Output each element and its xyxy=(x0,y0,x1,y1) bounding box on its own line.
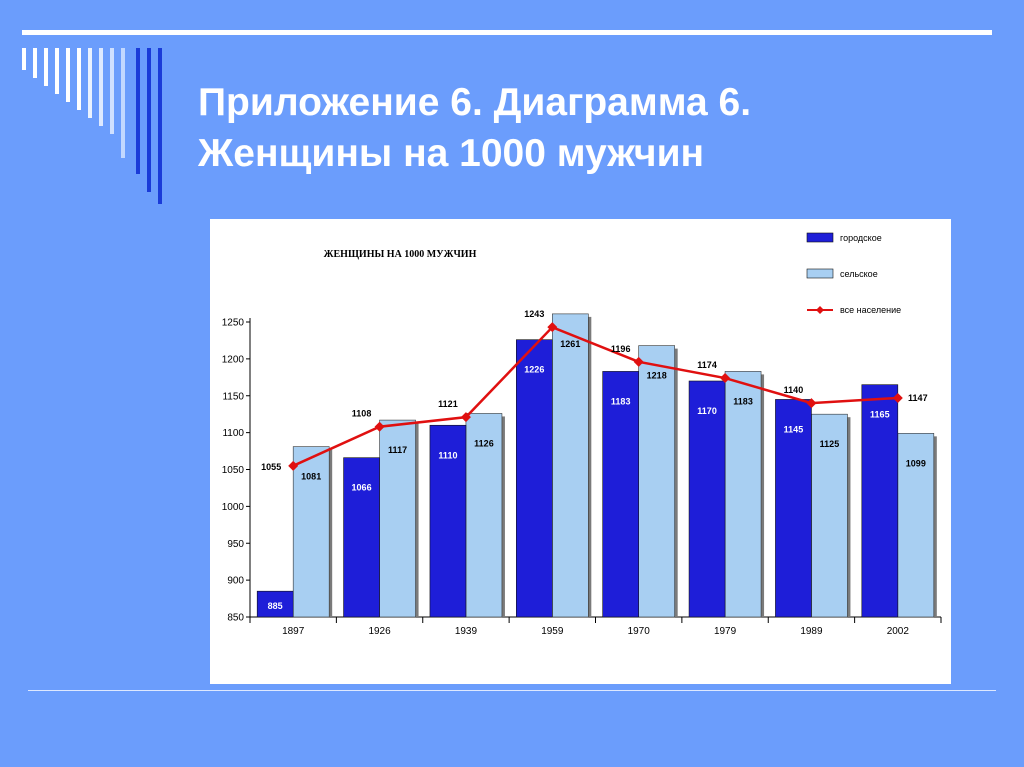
data-label-urban: 1066 xyxy=(352,483,372,493)
marker-total-1989 xyxy=(806,398,817,409)
data-label-rural: 1218 xyxy=(647,371,667,381)
y-tick-label: 1150 xyxy=(222,391,244,402)
bar-rural-2002 xyxy=(897,433,935,618)
data-label-urban: 1170 xyxy=(697,406,717,416)
bar-rural-1959 xyxy=(552,313,589,618)
x-tick-label: 2002 xyxy=(887,626,910,637)
legend-label-rural: сельское xyxy=(840,269,878,279)
marker-total-1926 xyxy=(374,421,385,432)
x-tick-label: 1959 xyxy=(541,626,564,637)
x-tick-label: 1939 xyxy=(455,626,478,637)
slide-title-line2: Женщины на 1000 мужчин xyxy=(198,132,705,175)
data-label-total: 1121 xyxy=(438,399,458,409)
chart-title: ЖЕНЩИНЫ НА 1000 МУЖЧИН xyxy=(324,249,477,260)
data-label-urban: 1145 xyxy=(784,424,804,434)
data-label-total: 1108 xyxy=(352,409,372,419)
marker-total-1939 xyxy=(460,412,471,423)
x-tick-label: 1970 xyxy=(628,626,651,637)
data-label-rural: 1099 xyxy=(906,458,926,468)
data-label-total: 1140 xyxy=(784,385,804,395)
x-tick-label: 1897 xyxy=(282,626,305,637)
chart-panel: ЖЕНЩИНЫ НА 1000 МУЖЧИН 850 900 950 1000 1050 1… xyxy=(210,219,951,684)
data-label-total: 1174 xyxy=(697,360,717,370)
bar-rural-1939 xyxy=(465,413,503,618)
bar-chart: ЖЕНЩИНЫ НА 1000 МУЖЧИН 850 900 950 1000 1050 1… xyxy=(222,232,942,637)
bar-urban-1959 xyxy=(516,339,553,618)
bar-urban-1926 xyxy=(343,457,380,618)
data-label-total: 1243 xyxy=(524,309,544,319)
bar-urban-1979 xyxy=(688,380,726,618)
y-tick-label: 1000 xyxy=(222,502,245,513)
bar-rural-1970 xyxy=(638,345,675,618)
x-tick-label: 1989 xyxy=(800,626,823,637)
marker-total-1959 xyxy=(547,322,558,333)
data-label-rural: 1126 xyxy=(474,438,494,448)
bar-rural-1897 xyxy=(292,446,330,618)
data-label-rural: 1117 xyxy=(388,445,407,455)
bar-urban-1970 xyxy=(602,371,639,618)
data-label-urban: 1165 xyxy=(870,410,890,420)
data-label-rural: 1081 xyxy=(301,472,321,482)
data-label-urban: 1183 xyxy=(611,396,631,406)
bottom-divider xyxy=(28,690,996,691)
y-tick-label: 850 xyxy=(227,613,244,624)
y-tick-label: 950 xyxy=(227,539,244,550)
bar-urban-2002 xyxy=(861,384,899,618)
y-tick-label: 1250 xyxy=(222,318,245,329)
marker-total-1897 xyxy=(288,460,299,471)
decorative-stripes xyxy=(22,48,162,204)
data-label-total: 1147 xyxy=(908,393,928,403)
x-tick-label: 1979 xyxy=(714,626,737,637)
slide-title: Приложение 6. Диаграмма 6. Женщины на 10… xyxy=(198,77,751,179)
bar-rural-1926 xyxy=(379,419,416,618)
legend-swatch-urban xyxy=(806,232,834,243)
data-label-rural: 1261 xyxy=(560,339,580,349)
x-tick-label: 1926 xyxy=(368,626,391,637)
slide-title-line1: Приложение 6. Диаграмма 6. xyxy=(198,81,752,124)
legend-label-urban: городское xyxy=(840,233,882,243)
bar-urban-1939 xyxy=(429,424,467,618)
legend-marker-total xyxy=(816,306,824,314)
bar-urban-1989 xyxy=(775,399,812,618)
marker-total-1979 xyxy=(720,373,731,384)
data-label-urban: 1110 xyxy=(438,450,457,460)
marker-total-1970 xyxy=(633,356,644,367)
data-label-urban: 1226 xyxy=(524,365,544,375)
bar-urban-1897 xyxy=(256,590,294,618)
marker-total-2002 xyxy=(892,392,903,403)
top-divider xyxy=(22,30,992,35)
legend-label-total: все население xyxy=(840,305,901,315)
legend-swatch-rural xyxy=(806,268,834,279)
data-label-total: 1055 xyxy=(261,462,281,472)
y-tick-label: 1050 xyxy=(222,465,245,476)
line-total-population xyxy=(292,325,898,467)
data-label-total: 1196 xyxy=(611,344,631,354)
bar-rural-1979 xyxy=(724,371,762,618)
data-label-rural: 1183 xyxy=(733,396,753,406)
y-tick-label: 900 xyxy=(227,576,244,587)
y-tick-label: 1100 xyxy=(222,428,244,439)
y-tick-label: 1200 xyxy=(222,354,245,365)
data-label-rural: 1125 xyxy=(820,439,840,449)
data-label-urban: 885 xyxy=(268,601,283,611)
